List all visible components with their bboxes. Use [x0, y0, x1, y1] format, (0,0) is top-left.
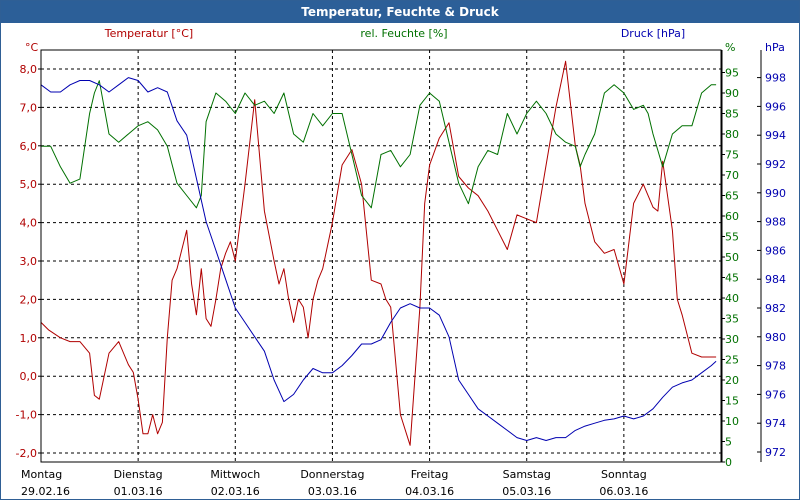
pressure-tick-label: 978 — [765, 360, 786, 373]
humidity-tick-label: 15 — [725, 395, 739, 408]
pressure-tick-label: 992 — [765, 158, 786, 171]
humidity-tick-label: 30 — [725, 333, 739, 346]
humidity-tick-label: 60 — [725, 210, 739, 223]
humidity-tick-label: 20 — [725, 374, 739, 387]
x-tick-date-label: 05.03.16 — [502, 485, 551, 498]
series-line-pressure — [40, 77, 717, 441]
x-tick-date-label: 06.03.16 — [599, 485, 648, 498]
x-tick-day-label: Freitag — [411, 468, 449, 481]
pressure-tick-label: 994 — [765, 129, 786, 142]
x-tick-day-label: Mittwoch — [210, 468, 260, 481]
plot-area — [40, 49, 722, 463]
temperature-tick-label: -2,0 — [16, 447, 37, 460]
humidity-tick-label: 95 — [725, 67, 739, 80]
temperature-tick-label: 7,0 — [20, 101, 38, 114]
x-tick-day-label: Samstag — [503, 468, 551, 481]
pressure-tick-label: 986 — [765, 244, 786, 257]
temperature-unit-label: °C — [25, 41, 39, 54]
pressure-legend: Druck [hPa] — [621, 27, 685, 40]
temperature-tick-label: 4,0 — [20, 217, 38, 230]
x-tick-date-label: 02.03.16 — [211, 485, 260, 498]
pressure-tick-label: 996 — [765, 100, 786, 113]
pressure-tick-label: 982 — [765, 302, 786, 315]
series-line-temperature — [40, 60, 717, 446]
x-tick-date-label: 04.03.16 — [405, 485, 454, 498]
humidity-tick-label: 65 — [725, 190, 739, 203]
humidity-tick-label: 25 — [725, 354, 739, 367]
x-tick-date-label: 29.02.16 — [21, 485, 70, 498]
temperature-tick-label: 3,0 — [20, 255, 38, 268]
x-tick-day-label: Sonntag — [601, 468, 647, 481]
temperature-tick-label: 0,0 — [20, 370, 38, 383]
temperature-tick-label: 8,0 — [20, 63, 38, 76]
x-tick-date-label: 03.03.16 — [308, 485, 357, 498]
pressure-tick-label: 972 — [765, 446, 786, 459]
pressure-tick-label: 974 — [765, 417, 786, 430]
pressure-tick-label: 980 — [765, 331, 786, 344]
pressure-tick-label: 988 — [765, 216, 786, 229]
temperature-tick-label: -1,0 — [16, 409, 37, 422]
series-line-humidity — [41, 80, 717, 209]
x-tick-day-label: Dienstag — [114, 468, 163, 481]
temperature-tick-label: 2,0 — [20, 293, 38, 306]
humidity-tick-label: 85 — [725, 108, 739, 121]
humidity-legend: rel. Feuchte [%] — [360, 27, 447, 40]
humidity-tick-label: 10 — [725, 415, 739, 428]
humidity-tick-label: 75 — [725, 149, 739, 162]
humidity-tick-label: 50 — [725, 251, 739, 264]
temperature-tick-label: 1,0 — [20, 332, 38, 345]
humidity-tick-label: 5 — [725, 436, 732, 449]
x-tick-day-label: Montag — [21, 468, 62, 481]
humidity-tick-label: 90 — [725, 87, 739, 100]
humidity-tick-label: 40 — [725, 292, 739, 305]
temperature-tick-label: 5,0 — [20, 178, 38, 191]
window-title: Temperatur, Feuchte & Druck — [1, 1, 799, 23]
pressure-tick-label: 976 — [765, 388, 786, 401]
humidity-tick-label: 0 — [725, 456, 732, 469]
humidity-tick-label: 45 — [725, 272, 739, 285]
x-tick-date-label: 01.03.16 — [114, 485, 163, 498]
pressure-tick-label: 998 — [765, 72, 786, 85]
humidity-tick-label: 70 — [725, 169, 739, 182]
temperature-legend: Temperatur [°C] — [104, 27, 193, 40]
pressure-tick-label: 990 — [765, 187, 786, 200]
humidity-tick-label: 80 — [725, 128, 739, 141]
humidity-unit-label: % — [725, 41, 735, 54]
humidity-tick-label: 35 — [725, 313, 739, 326]
humidity-tick-label: 55 — [725, 231, 739, 244]
x-tick-day-label: Donnerstag — [300, 468, 364, 481]
pressure-unit-label: hPa — [765, 41, 785, 54]
pressure-tick-label: 984 — [765, 273, 786, 286]
temperature-tick-label: 6,0 — [20, 140, 38, 153]
